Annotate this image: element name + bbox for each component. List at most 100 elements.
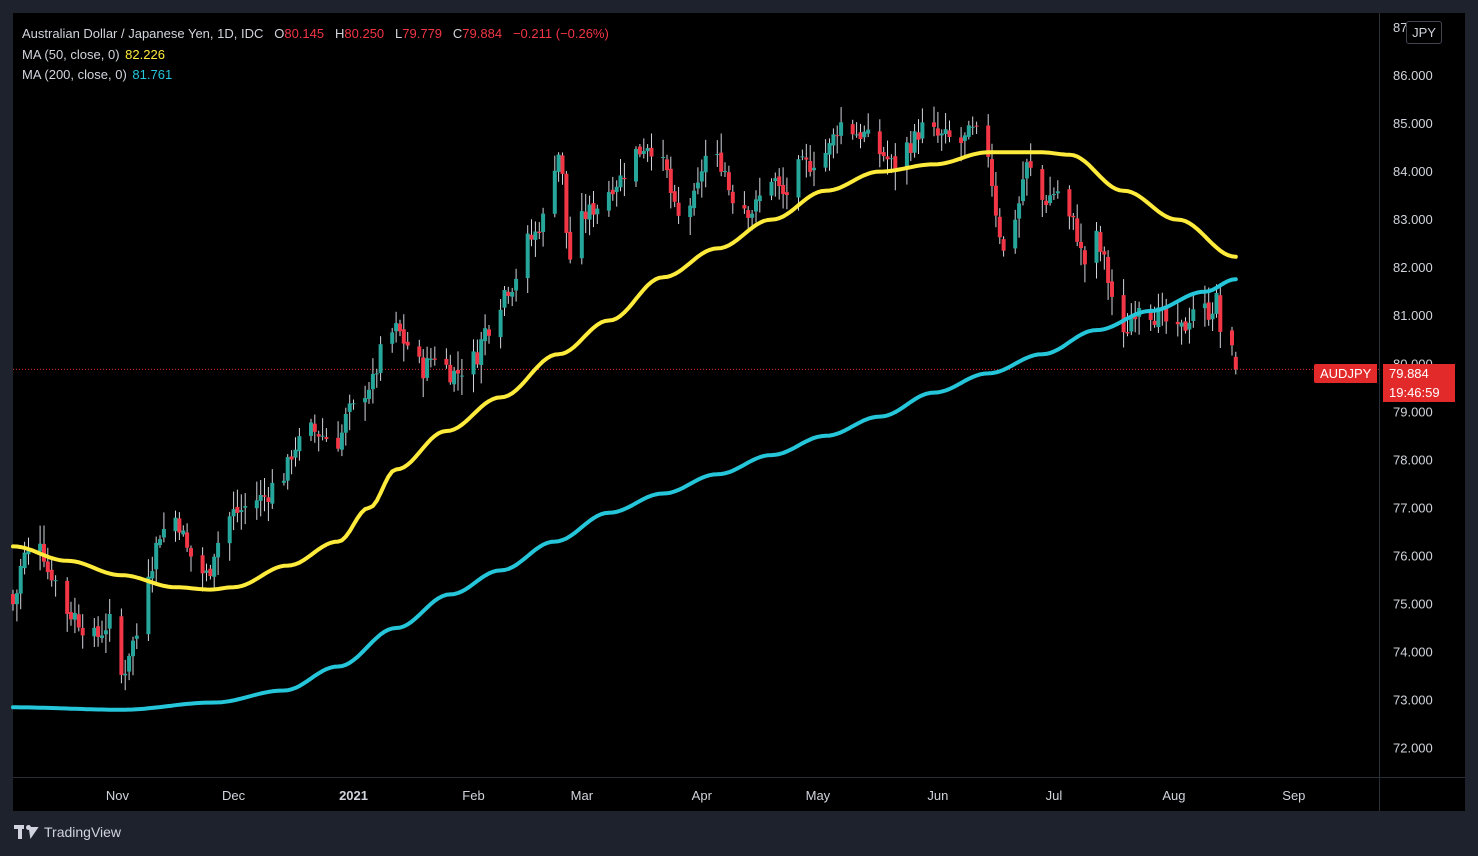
candle-up (173, 510, 178, 542)
tradingview-logo-icon (14, 825, 39, 839)
candle-down (885, 140, 890, 175)
candle-body (76, 614, 81, 628)
candle-body (316, 434, 321, 437)
ma50-legend-row[interactable]: MA (50, close, 0) 82.226 (22, 45, 609, 66)
candle-body (1110, 281, 1114, 297)
time-tick-label: Apr (692, 788, 713, 803)
candle-down (881, 146, 886, 162)
candle-body (866, 129, 871, 134)
candle-down (405, 332, 410, 350)
candle-body (943, 129, 948, 134)
ma50-label: MA (50, close, 0) (22, 46, 120, 62)
candle-body (1206, 302, 1211, 320)
candle-body (1106, 256, 1111, 283)
candle-body (773, 178, 778, 182)
candle-body (796, 159, 801, 198)
candle-body (239, 510, 244, 512)
candle-body (959, 137, 964, 143)
candle-body (173, 517, 178, 532)
candle-up (131, 636, 135, 676)
candle-up (862, 125, 867, 143)
candle-down (1098, 225, 1103, 262)
candle-body (1051, 194, 1056, 196)
candle-body (1079, 241, 1083, 249)
open-value: 80.145 (284, 26, 325, 41)
candle-down (719, 133, 724, 177)
candle-body (769, 181, 774, 196)
candle-body (525, 233, 530, 279)
candle-up (351, 399, 356, 410)
candle-body (862, 131, 867, 138)
candle-body (1156, 307, 1161, 328)
candle-body (591, 203, 596, 215)
candle-body (858, 132, 863, 139)
low-value: 79.779 (402, 26, 443, 41)
candle-up (1013, 209, 1018, 254)
candle-up (606, 180, 611, 217)
candle-body (692, 190, 697, 209)
candle-body (800, 156, 805, 158)
candle-body (726, 172, 731, 191)
candle-body (1233, 356, 1238, 370)
plot-area[interactable] (13, 13, 1379, 777)
candle-down (11, 589, 15, 611)
price-tick-label: 81.000 (1393, 308, 1433, 323)
candle-body (723, 171, 727, 173)
candle-down (80, 614, 85, 649)
candle-body (1121, 295, 1126, 333)
candle-down (1206, 287, 1211, 326)
candle-down (432, 346, 437, 366)
candle-body (510, 292, 515, 297)
time-tick-label: Sep (1282, 788, 1305, 803)
candle-up (1048, 176, 1053, 206)
candle-body (65, 580, 70, 614)
candle-body (533, 231, 538, 240)
candle-down (858, 123, 863, 149)
candle-down (1183, 317, 1188, 334)
candle-body (421, 357, 426, 379)
time-tick-label: 2021 (339, 788, 368, 803)
candle-down (649, 133, 654, 171)
candle-up (634, 146, 638, 187)
time-axis[interactable] (13, 777, 1379, 811)
tradingview-logo[interactable]: TradingView (14, 824, 121, 840)
candle-body (881, 152, 886, 156)
candle-down (610, 176, 615, 201)
candle-up (541, 207, 546, 247)
candle-body (893, 156, 898, 172)
candle-body (990, 159, 994, 186)
candle-body (374, 373, 379, 375)
candle-body (754, 199, 758, 212)
candle-up (394, 311, 399, 343)
candle-body (103, 630, 108, 635)
candle-body (645, 148, 650, 152)
candle-body (53, 580, 58, 582)
candle-down (560, 152, 565, 185)
candle-down (506, 286, 511, 304)
candle-up (343, 407, 348, 446)
candle-up (1191, 294, 1196, 328)
candle-down (583, 194, 588, 234)
candle-body (695, 182, 700, 189)
candle-down (444, 348, 449, 369)
candle-body (1044, 200, 1049, 205)
candle-down (336, 421, 341, 452)
candle-up (866, 113, 871, 138)
tradingview-wordmark: TradingView (44, 824, 122, 840)
candle-body (715, 154, 720, 155)
ma200-legend-row[interactable]: MA (200, close, 0) 81.761 (22, 65, 609, 86)
candle-down (730, 184, 735, 214)
candle-up (1021, 161, 1025, 206)
candle-body (974, 125, 979, 127)
candle-down (1110, 269, 1114, 316)
price-tick-label: 77.000 (1393, 500, 1433, 515)
currency-badge[interactable]: JPY (1406, 21, 1442, 44)
price-axis[interactable] (1379, 13, 1465, 811)
candle-body (158, 539, 162, 546)
candle-down (1082, 246, 1087, 283)
candle-body (134, 635, 139, 639)
candle-up (297, 428, 302, 461)
candle-up (695, 167, 700, 195)
candle-up (18, 558, 23, 610)
